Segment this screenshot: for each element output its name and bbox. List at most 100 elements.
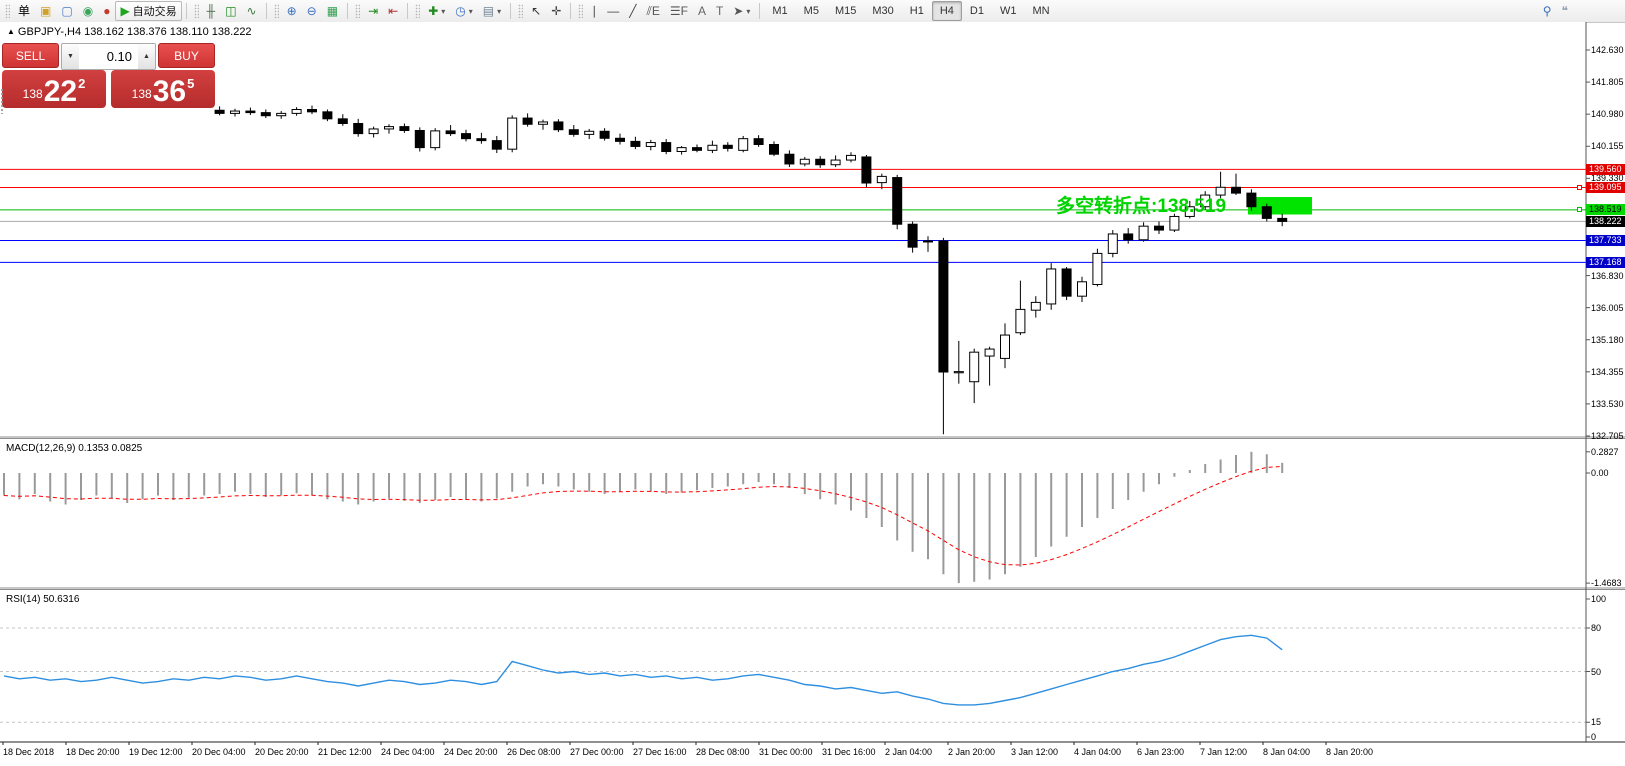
- candle[interactable]: [568, 129, 579, 135]
- candle[interactable]: [1231, 186, 1241, 194]
- candle[interactable]: [276, 112, 287, 117]
- candle[interactable]: [953, 371, 964, 374]
- panel-drag-handle[interactable]: [0, 88, 5, 114]
- tile-windows-icon[interactable]: ▦: [322, 1, 343, 21]
- candle[interactable]: [599, 130, 610, 139]
- candle[interactable]: [1154, 225, 1164, 231]
- candle[interactable]: [1015, 308, 1026, 334]
- line-chart-icon[interactable]: ∿: [242, 1, 262, 21]
- turning-point-annotation[interactable]: 多空转折点:138.519: [1056, 194, 1226, 217]
- toolbar-grip[interactable]: [273, 4, 279, 18]
- candle[interactable]: [1061, 268, 1072, 297]
- candle[interactable]: [445, 130, 456, 135]
- candle[interactable]: [1123, 233, 1134, 241]
- candle[interactable]: [784, 153, 795, 165]
- candle[interactable]: [414, 130, 425, 149]
- candle[interactable]: [322, 111, 333, 120]
- candle[interactable]: [1246, 192, 1257, 208]
- candle[interactable]: [892, 177, 903, 225]
- candle[interactable]: [861, 156, 872, 184]
- periods-clock-icon[interactable]: ◷ ▾: [450, 1, 478, 21]
- candle[interactable]: [1092, 252, 1103, 286]
- volume-decrease-button[interactable]: ▼: [62, 44, 79, 69]
- crosshair-icon[interactable]: ✛: [546, 1, 566, 21]
- candle[interactable]: [1169, 215, 1180, 231]
- new-order-icon[interactable]: ▣: [35, 1, 56, 21]
- toolbar-grip[interactable]: [355, 4, 361, 18]
- candle[interactable]: [984, 348, 995, 357]
- candle[interactable]: [876, 175, 887, 184]
- cursor-icon[interactable]: ↖: [526, 1, 546, 21]
- candle[interactable]: [1261, 206, 1272, 219]
- candle[interactable]: [938, 240, 949, 373]
- candle[interactable]: [799, 158, 810, 165]
- chart-shift-icon[interactable]: ⇥: [363, 1, 383, 21]
- orders-menu[interactable]: 单: [13, 1, 35, 21]
- horizontal-line-icon[interactable]: —: [602, 1, 624, 21]
- timeframe-h4[interactable]: H4: [931, 1, 962, 21]
- candle[interactable]: [337, 118, 348, 125]
- candle[interactable]: [738, 138, 749, 151]
- candle[interactable]: [692, 147, 702, 151]
- timeframe-m5[interactable]: M5: [803, 5, 819, 17]
- candle[interactable]: [553, 121, 564, 131]
- candle[interactable]: [214, 109, 225, 114]
- candle[interactable]: [1184, 206, 1195, 217]
- toolbar-grip[interactable]: [415, 4, 421, 18]
- sell-price-display[interactable]: 138 22 2: [2, 70, 106, 108]
- new-chart-icon[interactable]: ✚ ▾: [423, 1, 450, 21]
- candlestick-chart-icon[interactable]: ◫: [220, 1, 241, 21]
- line-handle[interactable]: [1577, 184, 1582, 190]
- collapse-marker-icon[interactable]: ▲: [7, 27, 15, 36]
- candle[interactable]: [491, 140, 502, 150]
- candle[interactable]: [661, 142, 672, 153]
- signals-icon[interactable]: ◉: [78, 1, 98, 21]
- zoom-in-icon[interactable]: ⊕: [282, 1, 302, 21]
- toolbar-grip[interactable]: [578, 4, 584, 18]
- auto-scroll-icon[interactable]: ⇤: [383, 1, 403, 21]
- vertical-line-icon[interactable]: ∣: [586, 1, 602, 21]
- timeframe-m1[interactable]: M1: [772, 5, 788, 17]
- buy-button[interactable]: BUY: [158, 43, 215, 68]
- text-tool-icon[interactable]: A: [693, 1, 711, 21]
- candle[interactable]: [384, 126, 394, 130]
- trendline-icon[interactable]: ╱: [624, 1, 641, 21]
- candle[interactable]: [722, 144, 733, 149]
- candle[interactable]: [476, 138, 487, 142]
- candle[interactable]: [1107, 233, 1118, 254]
- candle[interactable]: [707, 144, 718, 151]
- arrows-tool-icon[interactable]: ➤ ▾: [728, 1, 755, 21]
- equidistant-channel-icon[interactable]: ⫽E: [641, 1, 664, 21]
- periods-clock-icon-dropdown[interactable]: ▾: [468, 6, 473, 16]
- candle[interactable]: [676, 147, 687, 153]
- candle[interactable]: [307, 109, 317, 113]
- candle[interactable]: [1030, 301, 1041, 311]
- candle[interactable]: [615, 137, 625, 142]
- community-chat-icon[interactable]: ❝: [1557, 1, 1573, 21]
- candle[interactable]: [923, 240, 933, 243]
- search-icon[interactable]: ⚲: [1538, 1, 1557, 21]
- candle[interactable]: [584, 130, 595, 135]
- templates-icon[interactable]: ▤ ▾: [478, 1, 506, 21]
- templates-icon-dropdown[interactable]: ▾: [497, 6, 502, 16]
- zoom-out-icon[interactable]: ⊖: [302, 1, 322, 21]
- timeframe-m30[interactable]: M30: [872, 5, 894, 17]
- new-chart-icon-dropdown[interactable]: ▾: [441, 6, 446, 16]
- candle[interactable]: [1277, 217, 1288, 222]
- candle[interactable]: [230, 110, 240, 114]
- candle[interactable]: [815, 158, 826, 166]
- terminal-window-icon[interactable]: ▢: [56, 1, 77, 21]
- candle[interactable]: [245, 110, 256, 114]
- buy-price-display[interactable]: 138 36 5: [111, 70, 215, 108]
- arrows-tool-icon-dropdown[interactable]: ▾: [746, 6, 751, 16]
- candle[interactable]: [507, 117, 518, 150]
- bar-chart-icon[interactable]: ╫: [202, 1, 221, 21]
- candle[interactable]: [1215, 186, 1226, 196]
- volume-increase-button[interactable]: ▲: [138, 44, 155, 69]
- candle[interactable]: [430, 130, 441, 149]
- candle[interactable]: [830, 159, 841, 166]
- candle[interactable]: [1138, 225, 1149, 241]
- candle[interactable]: [1046, 268, 1057, 305]
- macd-pane[interactable]: [0, 441, 1586, 587]
